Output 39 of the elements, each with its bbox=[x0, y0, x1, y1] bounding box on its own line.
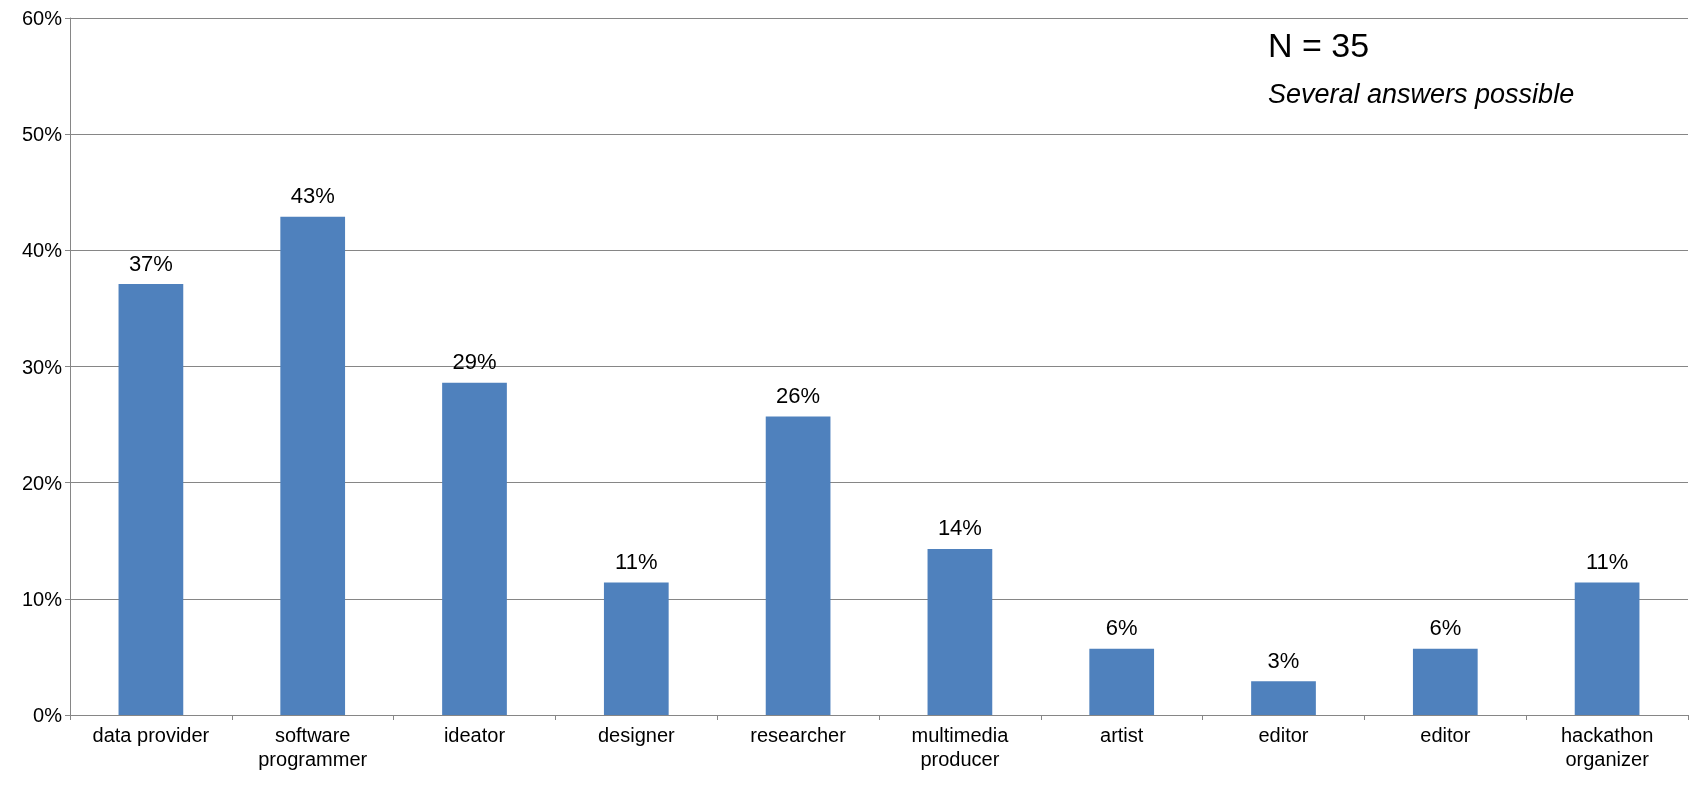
x-tick-label: researcher bbox=[750, 724, 847, 746]
x-tick-label: data provider bbox=[92, 724, 210, 746]
data-label: 6% bbox=[1429, 615, 1462, 641]
bar bbox=[1412, 648, 1478, 715]
data-label: 43% bbox=[290, 183, 335, 209]
data-label: 29% bbox=[452, 349, 497, 375]
data-label: 14% bbox=[937, 515, 982, 541]
x-tick-label: software programmer bbox=[258, 724, 368, 770]
bar bbox=[927, 548, 993, 715]
annotation: Several answers possible bbox=[1268, 78, 1575, 109]
bar bbox=[1251, 681, 1316, 715]
annotation: N = 35 bbox=[1268, 26, 1370, 64]
x-tick-label: artist bbox=[1100, 724, 1144, 746]
data-label: 11% bbox=[615, 549, 658, 575]
y-tick-label: 30% bbox=[21, 355, 63, 378]
bar bbox=[1089, 648, 1155, 715]
data-label: 11% bbox=[1585, 549, 1629, 575]
x-tick-label: editor bbox=[1420, 724, 1471, 746]
bar bbox=[603, 582, 669, 715]
bar bbox=[765, 416, 831, 715]
data-label: 3% bbox=[1267, 647, 1300, 673]
x-tick-label: ideator bbox=[443, 724, 506, 746]
x-tick-label: designer bbox=[597, 724, 675, 746]
x-tick-label: editor bbox=[1258, 724, 1309, 746]
data-label: 26% bbox=[776, 382, 821, 408]
data-label: 37% bbox=[128, 250, 173, 276]
x-tick-label: hackathon organizer bbox=[1560, 724, 1654, 770]
bar bbox=[1574, 582, 1640, 715]
y-tick-label: 20% bbox=[21, 471, 63, 494]
bar bbox=[280, 216, 346, 715]
x-tick-label: multimedia producer bbox=[911, 724, 1010, 770]
bar bbox=[118, 284, 184, 715]
y-tick-label: 60% bbox=[21, 7, 63, 29]
data-label: 6% bbox=[1105, 615, 1138, 641]
bar bbox=[442, 382, 507, 715]
y-tick-label: 40% bbox=[21, 239, 63, 262]
y-tick-label: 50% bbox=[21, 123, 63, 146]
y-tick-label: 10% bbox=[21, 587, 63, 610]
y-tick-label: 0% bbox=[33, 704, 63, 726]
